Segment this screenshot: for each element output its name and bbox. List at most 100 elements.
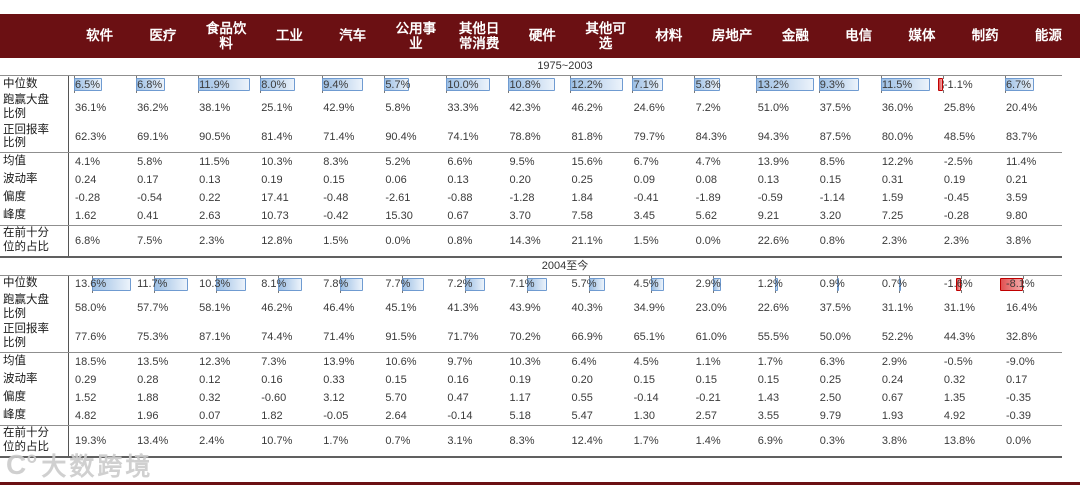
- cell-top-decile-share-col16: 0.0%: [1005, 434, 1032, 447]
- cell-kurtosis-col16: 9.80: [1005, 210, 1028, 223]
- cell-volatility-col11: 0.15: [695, 373, 718, 386]
- watermark-text: 大数跨境: [41, 453, 154, 481]
- positive-databar: [774, 277, 779, 291]
- cell-volatility-col14: 0.24: [881, 373, 904, 386]
- cell-kurtosis-col1: 1.62: [75, 210, 97, 223]
- cell-skewness-col15: 1.35: [943, 391, 966, 404]
- cell-value: 1.2%: [757, 278, 783, 291]
- cell-skewness-col1: -0.28: [75, 192, 101, 205]
- cell-median-col6: 5.7%: [379, 76, 441, 93]
- positive-databar: [756, 78, 814, 91]
- cell-median-col11: 5.8%: [690, 76, 752, 93]
- cell-value: 0.7%: [881, 278, 907, 291]
- row-label-kurtosis: 峰度: [0, 207, 68, 225]
- row-label-text: 峰度: [3, 409, 26, 422]
- cell-median-col9: 12.2%: [566, 76, 628, 93]
- cell-value: 11.7%: [137, 278, 168, 291]
- cell-outperform-ratio-col6: 5.8%: [385, 101, 411, 114]
- cell-skewness-col12: 1.43: [757, 391, 780, 404]
- cell-positive-return-ratio-col13: 87.5%: [819, 131, 851, 144]
- cell-median-col8: 10.8%: [503, 76, 565, 93]
- cell-top-decile-share-col5: 1.5%: [323, 234, 349, 247]
- cell-median-col5: 7.8%: [317, 275, 379, 293]
- table-row-outperform-ratio: 跑赢大盘比例 36.1% 36.2% 38.1% 25.1% 42.9% 5.8% 33.3%…: [0, 93, 1062, 123]
- cell-top-decile-share-col16: 3.8%: [1005, 234, 1032, 247]
- cell-value: 13.6%: [75, 278, 107, 291]
- bottom-accent-line: [0, 482, 1080, 485]
- cell-top-decile-share-col11: 0.0%: [695, 234, 721, 247]
- cell-skewness-col16: -0.35: [1005, 391, 1032, 404]
- positive-databar: [1004, 78, 1034, 91]
- row-label-volatility: 波动率: [0, 171, 68, 189]
- cell-mean-col16: -9.0%: [1005, 355, 1035, 368]
- cell-median-col4: 8.0%: [255, 76, 317, 93]
- cell-mean-col13: 8.5%: [819, 156, 845, 169]
- cell-median-col15: -1.6%: [938, 275, 1000, 293]
- cell-median-col8: 7.1%: [503, 275, 565, 293]
- sector-header-2: 医疗: [149, 28, 177, 44]
- cell-positive-return-ratio-col7: 71.7%: [447, 331, 479, 344]
- row-cells: 77.6% 75.3% 87.1% 74.4% 71.4% 91.5% 71.7% 70.2%…: [68, 322, 1062, 352]
- cell-top-decile-share-col7: 0.8%: [447, 234, 473, 247]
- cell-mean-col3: 11.5%: [199, 156, 230, 169]
- row-cells: 6.8% 7.5% 2.3% 12.8% 1.5% 0.0% 0.8% 14.3% 21.1% 1…: [68, 226, 1062, 256]
- cell-volatility-col9: 0.25: [571, 174, 593, 187]
- databar-axis-tick: [942, 76, 944, 93]
- cell-top-decile-share-col1: 6.8%: [75, 234, 101, 247]
- cell-volatility-col12: 0.13: [757, 174, 780, 187]
- cell-volatility-col6: 0.06: [385, 174, 407, 187]
- divider-line: [0, 274, 1062, 276]
- positive-databar: [278, 277, 302, 291]
- cell-outperform-ratio-col15: 25.8%: [943, 101, 976, 114]
- row-cells: 58.0% 57.7% 58.1% 46.2% 46.4% 45.1% 41.3% 43.9%…: [68, 292, 1062, 323]
- table-row-positive-return-ratio: 正回报率比例 62.3% 69.1% 90.5% 81.4% 71.4% 90.4% 74.1…: [0, 122, 1062, 153]
- cell-median-col13: 9.3%: [814, 76, 876, 93]
- negative-databar: [999, 277, 1024, 291]
- cell-kurtosis-col14: 7.25: [881, 210, 904, 223]
- cell-mean-col5: 13.9%: [323, 355, 355, 368]
- cell-mean-col11: 4.7%: [695, 156, 721, 169]
- cell-median-col10: 4.5%: [628, 275, 690, 293]
- table-row-kurtosis: 峰度 4.82 1.96 0.07 1.82 -0.05 2.64 -0.14 5.18 5.47…: [0, 406, 1062, 425]
- cell-outperform-ratio-col1: 58.0%: [75, 301, 107, 314]
- table-row-median: 中位数 6.5% 6.8% 11.9% 8.0% 9.4% 5.7% 10.0% 10.8% 12…: [0, 76, 1062, 93]
- negative-databar: [956, 277, 962, 291]
- cell-mean-col1: 18.5%: [75, 355, 107, 368]
- sector-header-14: 媒体: [908, 28, 936, 44]
- row-label-text: 波动率: [3, 173, 38, 186]
- cell-value: 7.1%: [633, 78, 659, 91]
- cell-top-decile-share-col14: 3.8%: [881, 434, 907, 447]
- sector-header-1: 软件: [86, 28, 114, 44]
- cell-mean-col8: 9.5%: [509, 156, 535, 169]
- cell-value: 7.7%: [385, 278, 411, 291]
- cell-volatility-col5: 0.15: [323, 174, 345, 187]
- cell-positive-return-ratio-col11: 84.3%: [695, 131, 727, 144]
- cell-outperform-ratio-col14: 31.1%: [881, 301, 914, 314]
- cell-volatility-col10: 0.09: [633, 174, 655, 187]
- cell-outperform-ratio-col5: 42.9%: [323, 101, 355, 114]
- cell-kurtosis-col5: -0.42: [323, 210, 349, 223]
- row-label-median: 中位数: [0, 276, 68, 293]
- divider-line: [0, 255, 1062, 258]
- cell-positive-return-ratio-col12: 94.3%: [757, 131, 789, 144]
- cell-top-decile-share-col3: 2.4%: [199, 434, 225, 447]
- cell-positive-return-ratio-col4: 81.4%: [261, 131, 293, 144]
- positive-databar: [588, 277, 605, 291]
- cell-median-col6: 7.7%: [379, 275, 441, 293]
- cell-volatility-col15: 0.32: [943, 373, 966, 386]
- cell-positive-return-ratio-col1: 62.3%: [75, 131, 107, 144]
- cell-positive-return-ratio-col6: 91.5%: [385, 331, 417, 344]
- table-body: 1975~2003 中位数 6.5% 6.8% 11.9% 8.0% 9.4% 5.7% 10.…: [0, 58, 1062, 458]
- cell-top-decile-share-col8: 8.3%: [509, 434, 535, 447]
- sector-header-11: 房地产: [711, 28, 753, 44]
- cell-value: 0.9%: [819, 278, 845, 291]
- cell-kurtosis-col12: 9.21: [757, 210, 780, 223]
- cell-skewness-col1: 1.52: [75, 391, 97, 404]
- cell-kurtosis-col15: -0.28: [943, 210, 969, 223]
- cell-volatility-col11: 0.08: [695, 174, 718, 187]
- cell-median-col14: 11.5%: [876, 76, 938, 93]
- cell-value: 8.0%: [261, 78, 287, 91]
- row-cells: 1.62 0.41 2.63 10.73 -0.42 15.30 0.67 3.70 7.58 3…: [68, 207, 1062, 226]
- cell-mean-col15: -0.5%: [943, 355, 973, 368]
